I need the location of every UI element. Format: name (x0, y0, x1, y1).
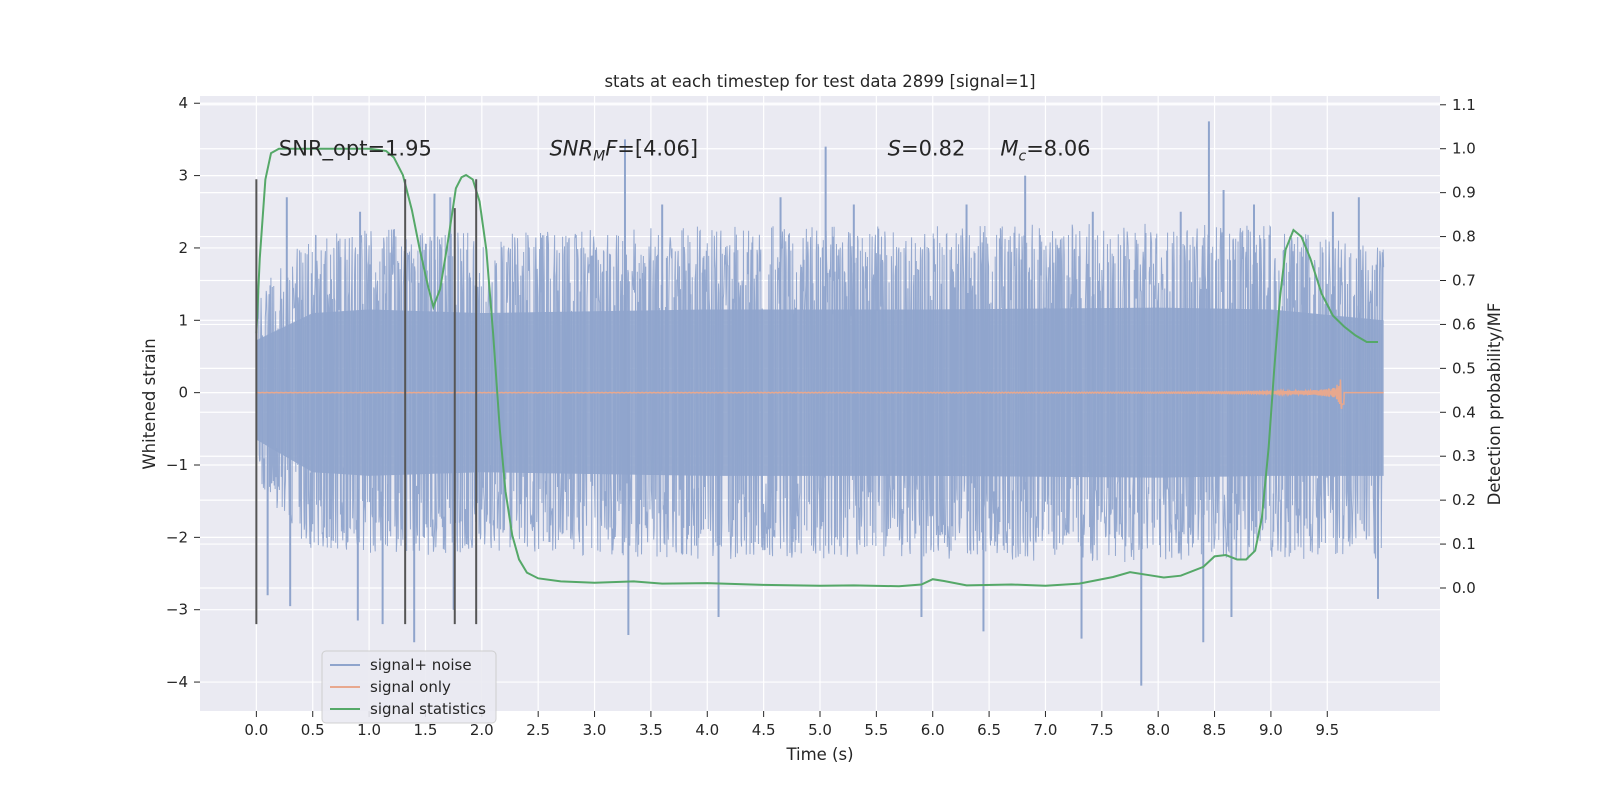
signal-statistics-line (255, 147, 1378, 588)
y-tick-label: 2 (178, 239, 188, 257)
y2-tick-label: 0.9 (1452, 184, 1476, 202)
y-axis-right: 0.0 0.1 0.2 0.3 0.4 0.5 0.6 0.7 0.8 0.9 1.0 1.1 (1440, 96, 1476, 597)
statistics-series-layer (255, 147, 1378, 588)
annotation-text: S=0.82 (888, 137, 966, 161)
legend-box (321, 650, 497, 724)
vertical-markers (255, 179, 478, 625)
annotation-text: Mc=8.06 (1000, 137, 1090, 165)
y-tick-label: −1 (166, 456, 188, 474)
annotation-text: SNR_opt=1.95 (279, 137, 432, 162)
x-tick-label: 5.5 (864, 721, 888, 739)
x-axis: 0.0 0.5 1.0 1.5 2.0 2.5 3.0 3.5 4.0 4.5 5.0 5.5 6.0 6… (244, 711, 1339, 739)
x-tick-label: 2.5 (526, 721, 550, 739)
x-tick-label: 3.5 (639, 721, 663, 739)
y2-tick-label: 0.8 (1452, 228, 1476, 246)
signal-only-trace (256, 379, 1384, 410)
y2-tick-label: 0.1 (1452, 535, 1476, 553)
x-tick-label: 4.5 (752, 721, 776, 739)
y-tick-label: −2 (166, 528, 188, 546)
x-tick-label: 4.0 (695, 721, 719, 739)
y2-tick-label: 0.6 (1452, 315, 1476, 333)
legend-label: signal+ noise (370, 656, 472, 674)
x-tick-label: 0.0 (244, 721, 268, 739)
x-tick-label: 9.0 (1259, 721, 1283, 739)
legend: signal+ noise signal only signal statistic… (321, 650, 497, 724)
x-tick-label: 3.0 (583, 721, 607, 739)
y-tick-label: 3 (178, 167, 188, 185)
y2-tick-label: 1.0 (1452, 140, 1476, 158)
annotation-text: SNRMF=[4.06] (549, 137, 698, 165)
x-tick-label: 8.0 (1146, 721, 1170, 739)
y2-tick-label: 1.1 (1452, 96, 1476, 114)
y-tick-label: 1 (178, 311, 188, 329)
chart-title: stats at each timestep for test data 289… (604, 72, 1035, 91)
y2-tick-label: 0.7 (1452, 272, 1476, 290)
x-tick-label: 1.0 (357, 721, 381, 739)
x-tick-label: 8.5 (1203, 721, 1227, 739)
x-tick-label: 7.0 (1034, 721, 1058, 739)
y-tick-label: −3 (166, 601, 188, 619)
y2-tick-label: 0.3 (1452, 447, 1476, 465)
x-tick-label: 1.5 (414, 721, 438, 739)
signal-series-layer (256, 379, 1384, 410)
x-tick-label: 9.5 (1315, 721, 1339, 739)
x-tick-label: 0.5 (301, 721, 325, 739)
y-tick-label: −4 (166, 673, 188, 691)
legend-label: signal only (370, 678, 451, 696)
x-tick-label: 7.5 (1090, 721, 1114, 739)
y2-tick-label: 0.2 (1452, 491, 1476, 509)
y-axis-label: Whitened strain (140, 338, 159, 469)
y2-axis-label: Detection probability/MF (1485, 303, 1504, 506)
legend-label: signal statistics (370, 700, 486, 718)
y2-tick-label: 0.5 (1452, 359, 1476, 377)
x-tick-label: 2.0 (470, 721, 494, 739)
y-tick-label: 4 (178, 94, 188, 112)
x-tick-label: 6.0 (921, 721, 945, 739)
x-tick-label: 6.5 (977, 721, 1001, 739)
noise-trace (255, 223, 1385, 563)
x-axis-label: Time (s) (785, 745, 853, 764)
annotations: SNR_opt=1.95 SNRMF=[4.06] S=0.82 Mc=8.06 (279, 137, 1091, 165)
y2-tick-label: 0.4 (1452, 403, 1476, 421)
y-axis-left: −4 −3 −2 −1 0 1 2 3 4 (166, 94, 200, 691)
x-tick-label: 5.0 (808, 721, 832, 739)
y2-tick-label: 0.0 (1452, 579, 1476, 597)
y-tick-label: 0 (178, 384, 188, 402)
